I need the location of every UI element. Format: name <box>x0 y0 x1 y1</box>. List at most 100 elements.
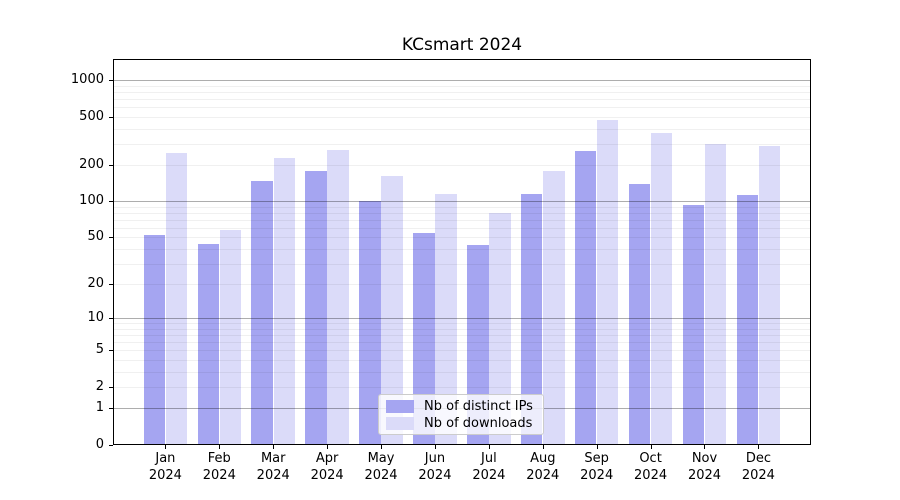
x-label-year-dec: 2024 <box>741 467 775 483</box>
y-tick-label-5: 5 <box>95 342 104 358</box>
bar-distinct-ips-sep <box>574 151 597 444</box>
y-tick-1 <box>109 408 113 409</box>
x-label-year-apr: 2024 <box>310 467 344 483</box>
x-tick-label-feb: Feb 2024 <box>189 451 249 484</box>
y-tick-label-0: 0 <box>95 437 104 452</box>
y-tick-200 <box>109 165 113 166</box>
bar-distinct-ips-oct <box>628 183 651 444</box>
x-tick-jan <box>165 445 166 449</box>
x-tick-label-oct: Oct 2024 <box>621 451 681 484</box>
x-tick-label-nov: Nov 2024 <box>675 451 735 484</box>
x-label-year-oct: 2024 <box>634 467 668 483</box>
bar-distinct-ips-jun <box>413 232 435 444</box>
legend-item-downloads: Nb of downloads <box>386 416 536 431</box>
y-tick-label-20: 20 <box>87 276 104 292</box>
gridline-minor-7 <box>114 335 810 336</box>
bar-downloads-mar <box>273 158 296 444</box>
gridline-minor-300 <box>114 144 810 145</box>
bar-distinct-ips-mar <box>251 180 273 444</box>
plot-area <box>113 59 811 445</box>
bar-distinct-ips-jan <box>143 235 166 444</box>
y-tick-label-1: 1 <box>95 400 104 416</box>
y-tick-500 <box>109 117 113 118</box>
bar-distinct-ips-feb <box>197 244 219 444</box>
x-tick-dec <box>758 445 759 449</box>
x-label-month-may: May <box>367 451 395 466</box>
x-label-year-nov: 2024 <box>687 467 722 483</box>
legend-item-distinct-ips: Nb of distinct IPs <box>386 399 536 414</box>
bar-downloads-jul <box>489 213 511 444</box>
gridline-minor-9 <box>114 323 810 324</box>
y-tick-2 <box>109 387 113 388</box>
bar-downloads-jun <box>435 194 457 444</box>
y-tick-label-2: 2 <box>95 379 104 395</box>
bar-distinct-ips-aug <box>520 193 543 444</box>
legend-label-ips: Nb of distinct IPs <box>424 398 533 414</box>
x-tick-mar <box>273 445 274 449</box>
x-tick-label-mar: Mar 2024 <box>243 451 303 484</box>
y-tick-label-100: 100 <box>79 193 104 209</box>
bar-downloads-apr <box>327 150 349 444</box>
bar-downloads-may <box>381 175 403 444</box>
y-tick-100 <box>109 201 113 202</box>
bar-downloads-oct <box>650 133 673 444</box>
x-label-year-sep: 2024 <box>580 467 614 483</box>
gridline-minor-800 <box>114 92 810 93</box>
y-tick-50 <box>109 237 113 238</box>
legend-swatch-ips <box>386 399 414 413</box>
x-tick-apr <box>327 445 328 449</box>
x-tick-feb <box>219 445 220 449</box>
x-tick-may <box>381 445 382 449</box>
gridline-minor-600 <box>114 107 810 108</box>
x-label-month-jul: Jul <box>481 451 497 466</box>
x-label-year-jun: 2024 <box>418 467 452 483</box>
x-label-month-dec: Dec <box>745 451 771 466</box>
legend-label-downloads: Nb of downloads <box>424 415 533 431</box>
bar-downloads-dec <box>758 146 781 444</box>
gridline-minor-80 <box>114 213 810 214</box>
x-label-year-aug: 2024 <box>526 467 560 483</box>
gridline-minor-40 <box>114 249 810 250</box>
y-tick-20 <box>109 284 113 285</box>
x-label-month-oct: Oct <box>639 451 662 466</box>
y-tick-label-50: 50 <box>87 229 104 245</box>
bar-downloads-feb <box>219 229 242 444</box>
x-label-month-sep: Sep <box>584 451 609 466</box>
x-label-year-feb: 2024 <box>202 467 236 483</box>
x-label-year-jan: 2024 <box>148 467 182 483</box>
x-tick-label-apr: Apr 2024 <box>297 451 357 484</box>
gridline-minor-700 <box>114 99 810 100</box>
chart-title: KCsmart 2024 <box>401 35 523 55</box>
y-tick-1000 <box>109 80 113 81</box>
gridline-minor-70 <box>114 220 810 221</box>
x-tick-label-aug: Aug 2024 <box>513 451 573 484</box>
bar-downloads-sep <box>596 120 619 444</box>
x-label-year-may: 2024 <box>364 467 398 483</box>
x-label-month-nov: Nov <box>691 451 718 466</box>
gridline-major-10 <box>114 318 810 319</box>
gridline-minor-200 <box>114 165 810 166</box>
bar-distinct-ips-may <box>359 201 381 444</box>
gridline-minor-500 <box>114 117 810 118</box>
y-tick-10 <box>109 318 113 319</box>
bar-distinct-ips-nov <box>682 204 705 444</box>
x-label-month-mar: Mar <box>260 451 286 466</box>
y-tick-label-1000: 1000 <box>70 72 104 88</box>
x-tick-label-may: May 2024 <box>351 451 411 484</box>
gridline-minor-30 <box>114 264 810 265</box>
bar-downloads-nov <box>704 144 727 444</box>
bar-distinct-ips-dec <box>736 195 759 444</box>
x-tick-oct <box>651 445 652 449</box>
x-tick-label-jun: Jun 2024 <box>405 451 465 484</box>
x-tick-jul <box>489 445 490 449</box>
x-tick-nov <box>704 445 705 449</box>
gridline-major-100 <box>114 201 810 202</box>
gridline-minor-8 <box>114 329 810 330</box>
x-label-year-jul: 2024 <box>472 467 506 483</box>
x-tick-label-jan: Jan 2024 <box>135 451 195 484</box>
y-tick-label-500: 500 <box>79 108 104 124</box>
gridline-minor-3 <box>114 372 810 373</box>
x-label-month-apr: Apr <box>315 451 339 466</box>
bar-downloads-aug <box>543 170 565 444</box>
